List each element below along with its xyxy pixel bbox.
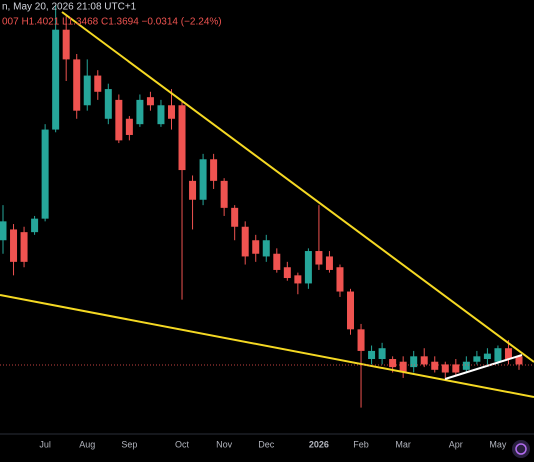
- candle-body: [0, 221, 7, 241]
- candle-body: [336, 267, 344, 292]
- candle-body: [167, 105, 175, 119]
- candle-body: [368, 350, 376, 360]
- candle-body: [325, 256, 333, 270]
- candle-body: [146, 97, 154, 106]
- candle-body: [515, 356, 523, 365]
- x-tick-label: Oct: [175, 439, 190, 449]
- candle-body: [83, 75, 91, 106]
- candle-body: [262, 240, 270, 257]
- candle-body: [241, 226, 249, 257]
- white-trendline: [444, 354, 523, 380]
- candle-body: [252, 240, 260, 254]
- x-tick-label: Feb: [353, 439, 369, 449]
- candle-body: [389, 359, 397, 368]
- candle-body: [294, 275, 302, 284]
- candle-body: [94, 75, 102, 92]
- header-time: n, May 20, 2026 21:08 UTC+1: [2, 2, 137, 13]
- candle-body: [483, 353, 491, 360]
- x-axis: Jul Aug Sep Oct Nov Dec 2026 Feb Mar Apr May: [39, 439, 507, 449]
- candle-body: [462, 361, 470, 370]
- x-tick-label: Nov: [216, 439, 233, 449]
- candle-body: [220, 180, 228, 208]
- candle-body: [410, 356, 418, 368]
- header-ohlc: 007 H1.4021 L1.3468 C1.3694 −0.0314 (−2.…: [2, 17, 222, 28]
- x-tick-label: Jul: [39, 439, 51, 449]
- candle-body: [357, 329, 365, 351]
- x-tick-label: Dec: [258, 439, 275, 449]
- candle-body: [315, 251, 323, 265]
- candle-body: [31, 218, 39, 233]
- candle-body: [273, 253, 281, 270]
- x-tick-label: 2026: [309, 439, 329, 449]
- candle-body: [420, 356, 428, 365]
- candle-body: [431, 361, 439, 370]
- icon-ring[interactable]: [515, 443, 527, 455]
- x-tick-label: May: [489, 439, 507, 449]
- candle-body: [189, 180, 197, 200]
- candle-body: [347, 291, 355, 330]
- candle-body: [73, 59, 81, 111]
- upper-trendline: [61, 11, 534, 363]
- candle-body: [441, 364, 449, 373]
- candle-body: [115, 99, 123, 141]
- candle-body: [20, 232, 28, 262]
- replay-icon[interactable]: [512, 440, 530, 458]
- x-tick-label: Mar: [395, 439, 411, 449]
- candle-body: [104, 89, 112, 119]
- candle-body: [210, 159, 218, 181]
- candle-body: [399, 361, 407, 373]
- candle-body: [452, 364, 460, 373]
- candle-body: [304, 251, 312, 284]
- lower-trendline: [0, 294, 534, 398]
- candles: [0, 5, 523, 408]
- candle-body: [62, 29, 70, 60]
- candle-body: [136, 99, 144, 125]
- candle-body: [199, 159, 207, 200]
- candle-body: [378, 348, 386, 360]
- x-tick-label: Aug: [79, 439, 95, 449]
- candle-body: [10, 229, 18, 262]
- candle-body: [283, 267, 291, 279]
- candle-body: [178, 105, 186, 171]
- candle-body: [504, 348, 512, 360]
- x-tick-label: Apr: [449, 439, 463, 449]
- candle-body: [125, 118, 133, 135]
- candle-body: [157, 105, 165, 125]
- candle-body: [52, 29, 60, 130]
- candle-body: [494, 348, 502, 362]
- x-tick-label: Sep: [121, 439, 137, 449]
- candle-body: [231, 207, 239, 227]
- icon-bg[interactable]: [512, 440, 530, 458]
- candle-body: [41, 129, 49, 219]
- candle-body: [473, 356, 481, 362]
